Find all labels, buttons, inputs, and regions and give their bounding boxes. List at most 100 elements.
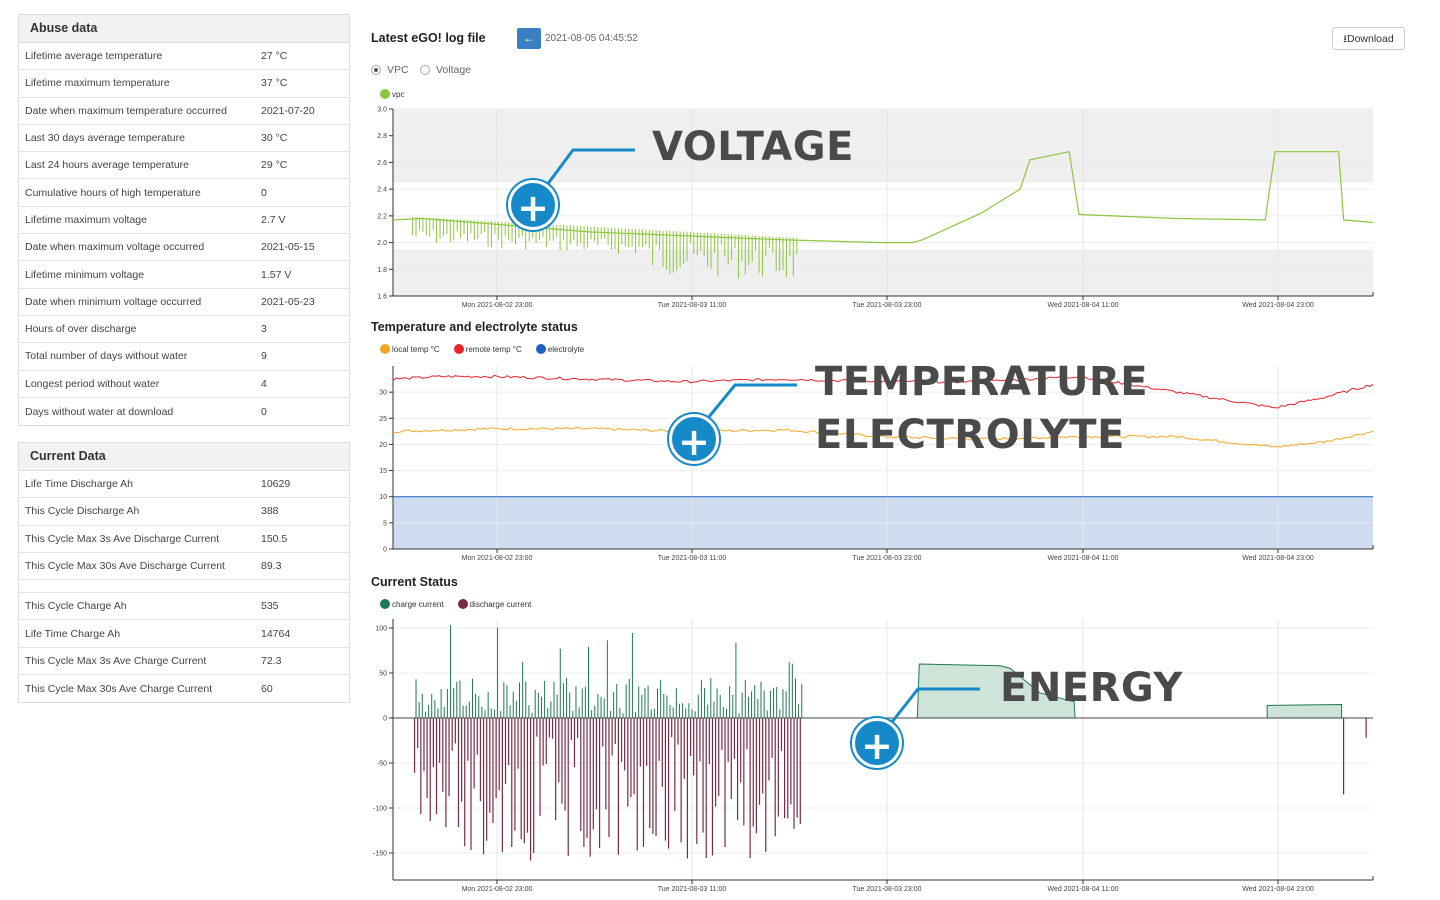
legend-swatch bbox=[457, 599, 468, 609]
x-tick-label: Tue 2021-08-03 11:00 bbox=[658, 302, 727, 309]
legend-item-remote-temp[interactable]: remote temp °C bbox=[453, 344, 522, 354]
legend-label: discharge current bbox=[469, 599, 532, 609]
legend-label: electrolyte bbox=[547, 344, 585, 354]
x-tick-label: Wed 2021-08-04 11:00 bbox=[1048, 302, 1119, 309]
current-data-table: Life Time Discharge Ah 10629 This Cycle Di… bbox=[19, 471, 349, 702]
row-value: 1.57 V bbox=[261, 268, 292, 281]
row-label: This Cycle Discharge Ah bbox=[25, 505, 140, 518]
table-row: Lifetime maximum voltage 2.7 V bbox=[19, 207, 349, 235]
table-row: Last 30 days average temperature 30 °C bbox=[19, 125, 349, 153]
table-row: Last 24 hours average temperature 29 °C bbox=[19, 152, 349, 180]
table-row: Date when maximum voltage occurred 2021-0… bbox=[19, 234, 349, 262]
vpc-legend: vpc bbox=[380, 89, 418, 99]
legend-swatch bbox=[380, 344, 390, 354]
table-row: This Cycle Discharge Ah 388 bbox=[19, 498, 349, 526]
row-label: Date when maximum voltage occurred bbox=[25, 241, 205, 254]
y-tick-label: -100 bbox=[373, 806, 387, 813]
table-row: Hours of over discharge 3 bbox=[19, 316, 349, 344]
row-label: Date when maximum temperature occurred bbox=[25, 104, 227, 117]
table-row: This Cycle Max 30s Ave Charge Current 60 bbox=[19, 675, 349, 702]
y-tick-label: 50 bbox=[379, 671, 387, 678]
y-tick-label: -50 bbox=[377, 761, 387, 768]
row-value: 14764 bbox=[261, 627, 291, 640]
row-label: Lifetime maximum voltage bbox=[25, 213, 147, 226]
radio-voltage[interactable]: Voltage bbox=[420, 64, 471, 76]
row-value: 2021-05-23 bbox=[261, 295, 315, 308]
back-button[interactable]: ← bbox=[517, 28, 541, 49]
y-tick-label: 15 bbox=[379, 468, 387, 475]
row-label: Total number of days without water bbox=[25, 350, 188, 363]
legend-item-discharge-current[interactable]: discharge current bbox=[457, 599, 532, 609]
row-label: Life Time Discharge Ah bbox=[25, 478, 133, 491]
threshold-band bbox=[393, 109, 1373, 183]
y-tick-label: 20 bbox=[379, 442, 387, 449]
temperature-legend: local temp °C remote temp °C electrolyte bbox=[380, 344, 598, 354]
y-tick-label: 10 bbox=[379, 494, 387, 501]
voltage-callout-label: VOLTAGE bbox=[652, 124, 854, 170]
legend-item-vpc[interactable]: vpc bbox=[380, 89, 404, 99]
row-value: 4 bbox=[261, 377, 267, 390]
y-tick-label: 2.4 bbox=[377, 187, 387, 194]
legend-item-charge-current[interactable]: charge current bbox=[380, 599, 444, 609]
row-label: This Cycle Max 30s Ave Charge Current bbox=[25, 682, 213, 695]
row-value: 27 °C bbox=[261, 50, 288, 63]
legend-swatch bbox=[380, 599, 390, 609]
row-label: Life Time Charge Ah bbox=[25, 627, 121, 640]
row-value: 150.5 bbox=[261, 532, 288, 545]
local-temp-line bbox=[392, 426, 1374, 448]
x-tick-label: Tue 2021-08-03 11:00 bbox=[658, 555, 727, 562]
legend-item-electrolyte[interactable]: electrolyte bbox=[535, 344, 585, 354]
download-button[interactable]: ⭳Download bbox=[1332, 27, 1405, 50]
row-label: Cumulative hours of high temperature bbox=[25, 186, 201, 199]
legend-swatch bbox=[380, 89, 390, 99]
current-legend: charge current discharge current bbox=[380, 599, 545, 609]
row-value: 388 bbox=[261, 505, 279, 518]
row-value: 30 °C bbox=[261, 132, 288, 145]
row-value: 9 bbox=[261, 350, 267, 363]
radio-vpc-indicator[interactable] bbox=[371, 65, 381, 75]
y-tick-label: 0 bbox=[383, 716, 387, 723]
table-row: Life Time Charge Ah 14764 bbox=[19, 620, 349, 648]
row-value: 60 bbox=[261, 682, 273, 695]
row-label: This Cycle Max 3s Ave Discharge Current bbox=[25, 532, 220, 545]
download-label: Download bbox=[1346, 33, 1394, 45]
row-label: Date when minimum voltage occurred bbox=[25, 295, 202, 308]
table-row: This Cycle Max 3s Ave Charge Current 72.3 bbox=[19, 648, 349, 676]
table-row: Lifetime minimum voltage 1.57 V bbox=[19, 261, 349, 289]
x-tick-label: Wed 2021-08-04 23:00 bbox=[1242, 302, 1314, 309]
y-tick-label: 1.6 bbox=[377, 294, 387, 301]
table-row: This Cycle Max 3s Ave Discharge Current 1… bbox=[19, 526, 349, 553]
energy-expand-icon[interactable]: + bbox=[852, 718, 902, 768]
y-tick-label: 1.8 bbox=[377, 267, 387, 274]
y-tick-label: 2.6 bbox=[377, 160, 387, 167]
vpc-series-line bbox=[392, 150, 1374, 244]
abuse-data-table: Lifetime average temperature 27 °C Lifetim… bbox=[19, 43, 349, 425]
radio-voltage-indicator[interactable] bbox=[420, 65, 430, 75]
current-data-panel: Current Data Life Time Discharge Ah 10629… bbox=[18, 442, 350, 704]
voltage-expand-icon[interactable]: + bbox=[508, 180, 558, 230]
y-tick-label: 5 bbox=[383, 520, 387, 527]
y-tick-label: 2.2 bbox=[377, 213, 387, 220]
legend-item-local-temp[interactable]: local temp °C bbox=[380, 344, 440, 354]
arrow-left-icon: ← bbox=[523, 31, 535, 45]
row-value: 29 °C bbox=[261, 159, 288, 172]
abuse-data-panel: Abuse data Lifetime average temperature 2… bbox=[18, 14, 350, 427]
current-data-title: Current Data bbox=[19, 443, 349, 471]
x-tick-label: Tue 2021-08-03 23:00 bbox=[852, 302, 921, 309]
radio-vpc-label: VPC bbox=[387, 64, 409, 76]
radio-vpc[interactable]: VPC bbox=[371, 64, 409, 76]
y-tick-label: 100 bbox=[375, 626, 387, 633]
y-tick-label: 2.0 bbox=[377, 240, 387, 247]
x-tick-label: Mon 2021-08-02 23:00 bbox=[462, 886, 533, 893]
legend-label: local temp °C bbox=[392, 344, 440, 354]
row-label: Last 30 days average temperature bbox=[25, 132, 185, 145]
x-tick-label: Tue 2021-08-03 23:00 bbox=[852, 886, 921, 893]
table-row: Cumulative hours of high temperature 0 bbox=[19, 179, 349, 207]
current-status-title: Current Status bbox=[371, 575, 458, 589]
temperature-expand-icon[interactable]: + bbox=[669, 414, 719, 464]
row-value: 2021-07-20 bbox=[261, 104, 315, 117]
row-label: Hours of over discharge bbox=[25, 323, 137, 336]
table-row: Total number of days without water 9 bbox=[19, 343, 349, 371]
row-label: Days without water at download bbox=[25, 405, 174, 418]
row-value: 535 bbox=[261, 600, 279, 613]
